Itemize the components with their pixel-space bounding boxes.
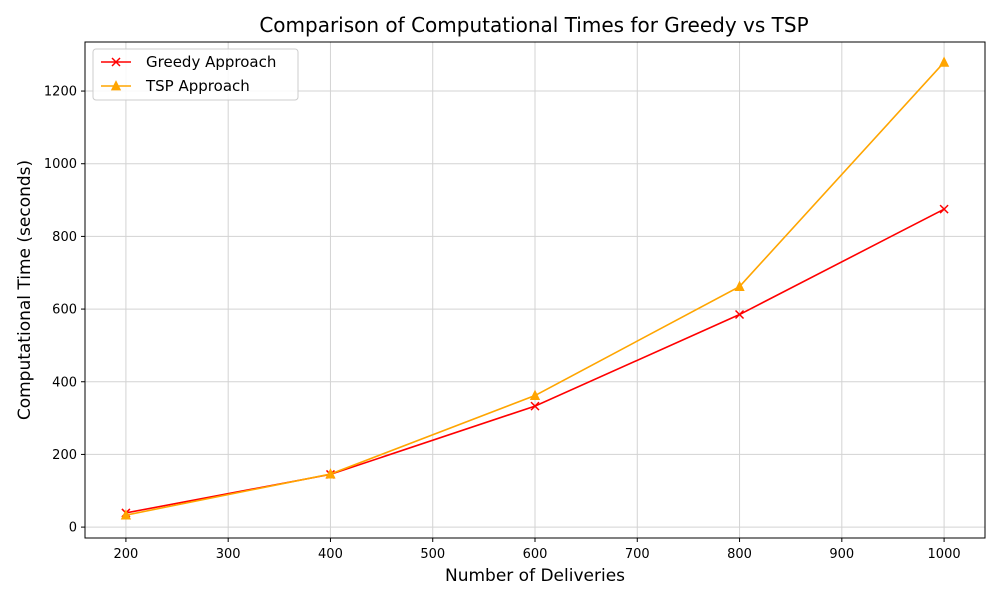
tsp-data-point	[734, 280, 745, 291]
tsp-legend-marker	[110, 80, 122, 91]
greedy-legend-label: Greedy Approach	[146, 53, 276, 71]
axis-ticks: 200 300 400 500 600 700 800 900 1000 0 200 400 600 80…	[44, 85, 961, 562]
greedy-data-point	[735, 309, 745, 320]
y-tick-label: 600	[52, 303, 77, 318]
legend-box	[92, 48, 299, 101]
x-tick-label: 900	[829, 547, 854, 562]
x-axis-label: Number of Deliveries	[445, 566, 625, 586]
tsp-data-point	[120, 509, 132, 520]
x-tick-label: 700	[625, 547, 650, 562]
y-tick-label: 800	[52, 230, 77, 245]
x-tick-label: 300	[216, 547, 241, 562]
tsp-legend-label: TSP Approach	[145, 77, 250, 95]
greedy-data-point	[939, 204, 949, 214]
chart-title: Comparison of Computational Times for Gr…	[259, 13, 808, 37]
y-tick-label: 1200	[44, 85, 77, 100]
x-tick-label: 600	[523, 547, 548, 562]
x-tick-label: 500	[420, 547, 445, 562]
tsp-data-point	[529, 389, 541, 400]
legend: Greedy Approach TSP Approach	[92, 48, 299, 101]
y-tick-label: 1000	[44, 157, 77, 172]
greedy-legend-marker	[111, 57, 121, 67]
x-tick-label: 800	[727, 547, 752, 562]
x-tick-label: 400	[318, 547, 343, 562]
y-axis-label: Computational Time (seconds)	[15, 160, 35, 420]
grid-lines	[85, 42, 985, 538]
y-tick-label: 0	[69, 521, 77, 536]
y-tick-label: 200	[52, 448, 77, 463]
x-tick-label: 200	[113, 547, 138, 562]
series-layer	[120, 56, 950, 520]
greedy-data-point	[530, 401, 540, 411]
x-tick-label: 1000	[928, 547, 961, 562]
y-tick-label: 400	[52, 375, 77, 390]
tsp-data-point	[325, 468, 336, 479]
tsp-data-point	[938, 56, 950, 67]
